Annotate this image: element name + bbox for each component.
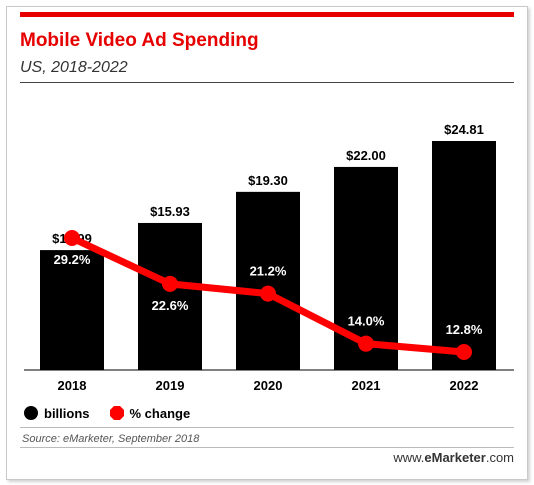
- chart-title: Mobile Video Ad Spending: [20, 30, 259, 51]
- footer-divider: [20, 447, 514, 448]
- chart-subtitle: US, 2018-2022: [20, 59, 128, 76]
- title-accent-bar: [20, 12, 514, 17]
- bar-value-label-2022: $24.81: [444, 122, 484, 137]
- bar-value-label-2019: $15.93: [150, 204, 190, 219]
- change-label-2022: 12.8%: [446, 322, 483, 337]
- legend-swatch-change: [109, 406, 124, 420]
- bar-2022: [432, 141, 496, 370]
- brand-url: www.eMarketer.com: [393, 450, 514, 465]
- legend-swatch-billions: [24, 406, 38, 420]
- change-label-2020: 21.2%: [250, 264, 287, 279]
- change-label-2019: 22.6%: [152, 298, 189, 313]
- header-divider: [20, 82, 514, 83]
- bar-2020: [236, 191, 300, 370]
- change-label-2021: 14.0%: [348, 314, 385, 329]
- bar-2019: [138, 222, 202, 370]
- legend-item-change: % change: [109, 405, 191, 421]
- change-point-2022: [456, 344, 472, 360]
- change-point-2021: [358, 335, 374, 352]
- legend-label-billions: billions: [44, 405, 90, 421]
- change-label-2018: 29.2%: [54, 252, 91, 267]
- change-point-2020: [260, 285, 276, 302]
- brand-prefix: www.: [393, 450, 425, 465]
- bar-value-label-2021: $22.00: [346, 148, 386, 163]
- x-tick-label-2019: 2019: [156, 378, 185, 393]
- x-tick-label-2018: 2018: [58, 378, 87, 393]
- bar-value-label-2020: $19.30: [248, 173, 288, 188]
- change-point-2019: [162, 275, 178, 292]
- source-note: Source: eMarketer, September 2018: [22, 433, 200, 445]
- legend-item-billions: billions: [24, 406, 90, 421]
- legend-label-change: % change: [129, 405, 191, 421]
- legend: billions % change: [24, 404, 210, 422]
- x-tick-label-2020: 2020: [254, 378, 283, 393]
- x-tick-label-2022: 2022: [450, 378, 479, 393]
- chart-area: $12.992018$15.932019$19.302020$22.002021…: [24, 122, 514, 393]
- x-tick-label-2021: 2021: [352, 378, 381, 393]
- bar-2018: [40, 250, 104, 370]
- brand-name: eMarketer: [424, 450, 486, 465]
- legend-divider: [20, 427, 514, 428]
- change-point-2018: [64, 230, 80, 246]
- brand-suffix: .com: [485, 450, 514, 465]
